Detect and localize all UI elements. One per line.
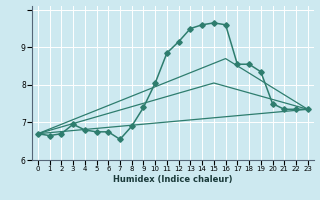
X-axis label: Humidex (Indice chaleur): Humidex (Indice chaleur) (113, 175, 233, 184)
